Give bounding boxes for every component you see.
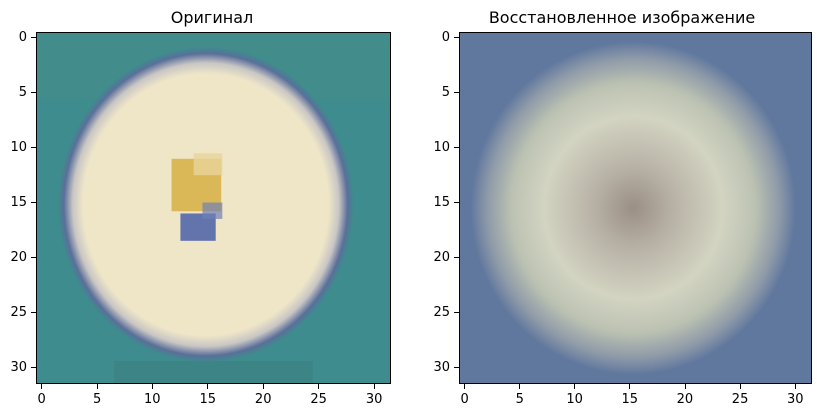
original-xtick-label: 10: [143, 392, 161, 407]
reconstructed-ytick-mark: [454, 147, 459, 148]
reconstructed-title: Восстановленное изображение: [488, 8, 756, 27]
reconstructed-ytick-label: 20: [433, 249, 450, 265]
reconstructed-ytick-mark: [454, 367, 459, 368]
reconstructed-ytick-label: 0: [441, 29, 450, 45]
original-xtick-mark: [262, 384, 264, 389]
original-xtick-mark: [41, 384, 43, 389]
original-ytick-label: 20: [10, 249, 27, 265]
reconstructed-xtick-mark: [519, 384, 521, 389]
original-ytick-label: 15: [10, 194, 27, 210]
original-ytick-label: 0: [18, 29, 27, 45]
original-xtick-mark: [151, 384, 153, 389]
reconstructed-xtick-label: 25: [731, 392, 749, 407]
original-ytick-mark: [31, 37, 36, 38]
reconstructed-ytick-label: 10: [433, 139, 450, 155]
reconstructed-xtick-mark: [629, 384, 631, 389]
reconstructed-ytick-mark: [454, 257, 459, 258]
original-title: Оригинал: [170, 8, 254, 27]
original-xtick-mark: [318, 384, 320, 389]
reconstructed-xtick-mark: [574, 384, 576, 389]
original-xtick-mark: [207, 384, 209, 389]
original-xtick-mark: [96, 384, 98, 389]
reconstructed-ytick-label: 15: [433, 194, 450, 210]
original-xtick-label: 20: [254, 392, 272, 407]
reconstructed-xtick-label: 30: [786, 392, 804, 407]
original-ytick-mark: [31, 257, 36, 258]
original-xtick-mark: [373, 384, 375, 389]
original-xtick-label: 5: [93, 392, 102, 407]
reconstructed-xtick-label: 10: [566, 392, 583, 407]
reconstructed-ytick-mark: [454, 202, 459, 203]
original-ytick-label: 30: [10, 359, 27, 375]
reconstructed-xtick-mark: [739, 384, 741, 389]
reconstructed-xtick-mark: [684, 384, 686, 389]
original-ytick-mark: [31, 312, 36, 313]
original-xtick-label: 0: [37, 392, 46, 407]
original-image-axes: [36, 32, 391, 384]
reconstructed-xtick-mark: [464, 384, 466, 389]
original-xtick-label: 15: [199, 392, 216, 407]
reconstructed-xtick-label: 15: [621, 392, 639, 407]
original-ytick-label: 5: [18, 84, 27, 100]
reconstructed-ytick-mark: [454, 92, 459, 93]
original-ytick-mark: [31, 147, 36, 148]
reconstructed-xtick-mark: [794, 384, 796, 389]
original-ytick-label: 10: [10, 139, 27, 155]
original-image: [37, 33, 390, 383]
reconstructed-ytick-mark: [454, 312, 459, 313]
reconstructed-disc: [470, 41, 796, 375]
reconstructed-image-axes: [459, 32, 812, 384]
original-ytick-mark: [31, 202, 36, 203]
original-xtick-label: 25: [310, 392, 327, 407]
reconstructed-image: [460, 33, 811, 383]
reconstructed-xtick-label: 5: [515, 392, 524, 407]
original-ytick-label: 25: [10, 304, 27, 320]
reconstructed-xtick-label: 0: [460, 392, 469, 407]
original-ytick-mark: [31, 92, 36, 93]
reconstructed-xtick-label: 20: [676, 392, 694, 407]
reconstructed-ytick-label: 25: [433, 304, 450, 320]
original-xtick-label: 30: [365, 392, 383, 407]
original-ytick-mark: [31, 367, 36, 368]
reconstructed-ytick-label: 30: [433, 359, 450, 375]
reconstructed-ytick-mark: [454, 37, 459, 38]
reconstructed-ytick-label: 5: [441, 84, 450, 100]
